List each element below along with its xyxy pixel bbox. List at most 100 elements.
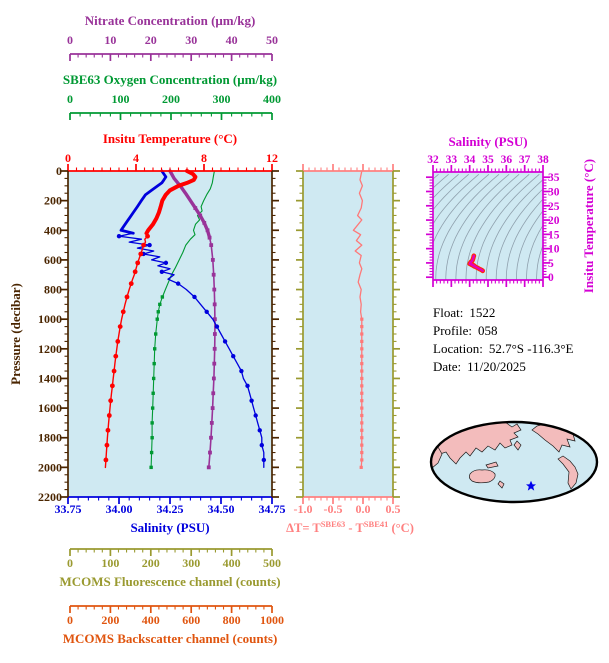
oxygen-profile-marker [149, 465, 153, 470]
ts-salinity-tick-label: 38 [537, 154, 549, 166]
isopycnal-contour-line [433, 173, 490, 245]
oxygen-profile-marker [151, 391, 155, 395]
salinity-profile-marker [175, 281, 181, 286]
nitrate-profile-marker [193, 206, 198, 210]
pressure-tick-label: 1400 [38, 371, 62, 385]
isopycnal-contour-line [475, 173, 540, 280]
date-label: Date: [433, 359, 461, 374]
main-profile-panel [68, 169, 272, 497]
nitrate-profile-marker [210, 258, 215, 262]
temperature-tick-label: 0 [65, 151, 71, 165]
backscatter-tick-label: 1000 [260, 613, 284, 627]
temperature-profile-marker [105, 427, 111, 433]
isopycnal-contours [433, 173, 543, 280]
salinity-profile-marker [239, 368, 244, 374]
salinity-profile-marker [253, 413, 258, 418]
nitrate-profile-marker [206, 465, 211, 470]
delta-t-profile-marker [360, 369, 364, 373]
delta-t-tick-label: 0.0 [356, 502, 371, 516]
nitrate-tick-label: 30 [185, 33, 197, 47]
delta-t-profile-marker [359, 465, 363, 469]
fluorescence-tick-label: 400 [223, 556, 241, 570]
temperature-profile-marker [103, 457, 109, 463]
float-value: 1522 [469, 305, 495, 320]
fluorescence-tick-label: 500 [263, 556, 281, 570]
ts-salinity-tick-label: 37 [519, 154, 531, 166]
delta-t-label-mid: - T [345, 521, 364, 535]
salinity-profile-marker [214, 324, 220, 329]
temperature-tick-label: 4 [133, 151, 139, 165]
salinity-profile-marker [222, 339, 228, 344]
ts-panel-background [433, 172, 543, 280]
date-value: 11/20/2025 [467, 359, 526, 374]
salinity-profile-marker [192, 294, 197, 300]
salinity-profile-marker [259, 442, 264, 448]
salinity-tick-label: 34.00 [106, 502, 133, 516]
map-outline [429, 420, 599, 504]
pressure-tick-label: 400 [44, 223, 62, 237]
temperature-profile-marker [108, 398, 114, 404]
temperature-profile-marker [141, 242, 147, 248]
oxygen-axis-title: SBE63 Oxygen Concentration (μm/kg) [63, 72, 277, 87]
delta-t-profile-marker [360, 376, 364, 381]
map-land-greenland [574, 424, 591, 436]
backscatter-tick-label: 800 [223, 613, 241, 627]
temperature-axis-title: Insitu Temperature (°C) [103, 131, 237, 146]
pressure-tick-label: 1200 [38, 342, 62, 356]
nitrate-profile-line-thick [168, 169, 212, 240]
nitrate-profile-marker [205, 228, 210, 233]
nitrate-profile-marker [202, 220, 207, 225]
delta-t-profile-marker [360, 362, 364, 366]
salinity-profile-line-thick [119, 169, 168, 235]
salinity-profile-marker [204, 309, 209, 314]
isopycnal-contour-line [433, 173, 459, 199]
delta-t-profile-marker [360, 428, 364, 432]
delta-t-profile-marker [360, 399, 364, 403]
delta-t-panel [303, 170, 393, 497]
nitrate-profile-marker [211, 376, 216, 381]
location-info-line: Location: 52.7°S -116.3°E [433, 341, 574, 356]
nitrate-profile-marker [212, 346, 217, 351]
backscatter-axis-title: MCOMS Backscatter channel (counts) [63, 631, 278, 646]
backscatter-tick-label: 600 [182, 613, 200, 627]
salinity-profile-marker [245, 383, 250, 389]
delta-t-label-prefix: ΔT= T [286, 521, 321, 535]
pressure-tick-label: 1000 [38, 312, 62, 326]
delta-t-label-sup2: SBE41 [364, 519, 389, 529]
isopycnal-contour-line [433, 173, 469, 211]
delta-t-label-sup1: SBE63 [321, 519, 346, 529]
salinity-tick-label: 34.25 [157, 502, 184, 516]
temperature-profile-marker [117, 324, 123, 329]
isopycnal-contour-line [505, 198, 543, 280]
nitrate-profile-marker [207, 235, 212, 240]
temperature-profile-marker [135, 260, 141, 266]
temperature-profile-marker [124, 294, 130, 300]
oxygen-profile-marker [153, 347, 157, 351]
profile-label: Profile: [433, 323, 472, 338]
ts-salinity-axis-title: Salinity (PSU) [448, 134, 527, 149]
salinity-axis-title: Salinity (PSU) [130, 520, 209, 535]
delta-t-tick-label: 0.5 [386, 502, 401, 516]
fluorescence-tick-label: 100 [101, 556, 119, 570]
oxygen-profile-marker [150, 436, 154, 440]
delta-t-profile-marker [360, 458, 364, 462]
delta-t-label-suffix: (°C) [388, 521, 413, 535]
float-info-block: Float: 1522 Profile: 058 Location: 52.7°S -… [433, 305, 574, 374]
pressure-tick-label: 2200 [38, 490, 62, 504]
ts-diagram-panel [433, 172, 543, 280]
oxygen-tick-label: 0 [67, 92, 73, 106]
ts-salinity-tick-label: 36 [501, 154, 513, 166]
oxygen-profile-marker [150, 406, 155, 410]
map-land-south-america [557, 455, 579, 490]
oxygen-profile-marker [152, 361, 156, 366]
nitrate-tick-label: 0 [67, 33, 73, 47]
fluorescence-tick-label: 300 [182, 556, 200, 570]
backscatter-tick-label: 0 [67, 613, 73, 627]
nitrate-profile-marker [212, 302, 217, 307]
location-value: 52.7°S -116.3°E [489, 341, 574, 356]
oxygen-tick-label: 200 [162, 92, 180, 106]
nitrate-profile-marker [211, 272, 216, 277]
temperature-tick-label: 12 [266, 151, 278, 165]
